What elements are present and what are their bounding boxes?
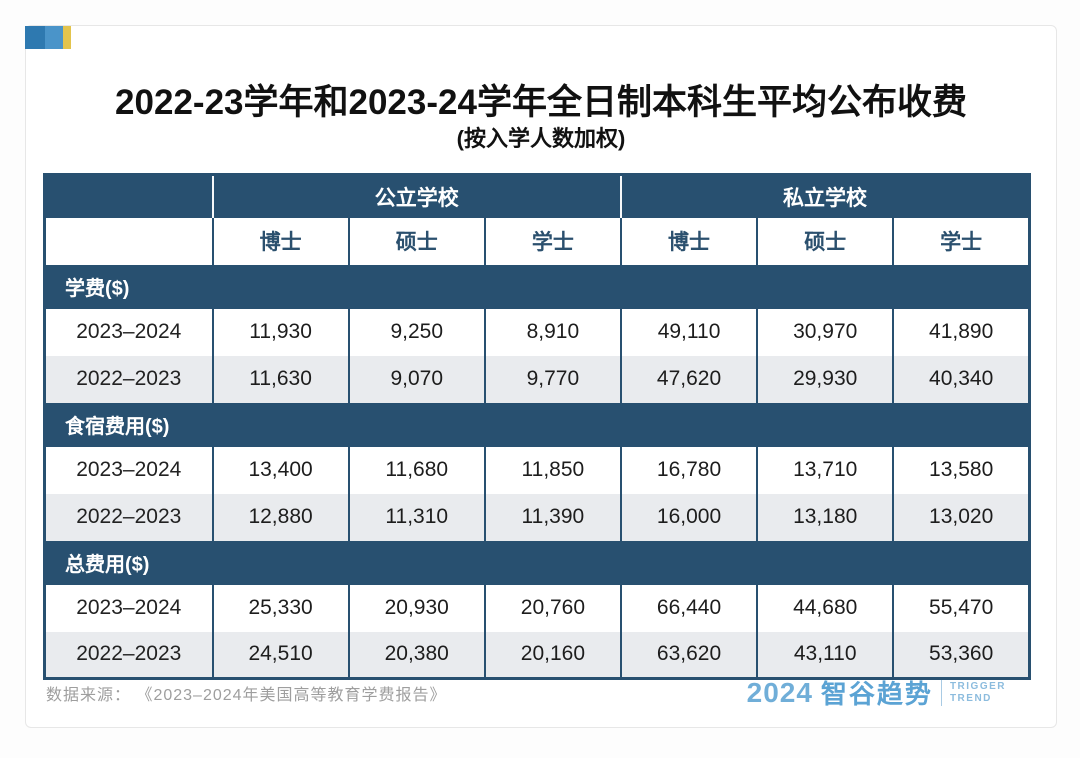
table-row: 2023–2024 13,400 11,680 11,850 16,780 13…: [44, 446, 1030, 494]
degree-header-private-doctor: 博士: [619, 217, 758, 265]
cell-value: 30,970: [756, 308, 894, 356]
cell-value: 49,110: [619, 308, 758, 356]
cell-value: 12,880: [211, 493, 349, 541]
corner-decoration: [25, 26, 71, 49]
brand-year: 2024: [746, 676, 813, 708]
cell-value: 13,400: [211, 446, 349, 494]
deco-square-light-blue: [45, 26, 63, 49]
row-year: 2022–2023: [44, 631, 213, 679]
cell-value: 9,070: [347, 355, 485, 403]
brand-tagline: TRIGGER TREND: [950, 681, 1006, 705]
cell-value: 11,930: [211, 308, 349, 356]
table-row: 2022–2023 24,510 20,380 20,160 63,620 43…: [44, 631, 1030, 679]
section-row-room-board: 食宿费用($): [44, 402, 1030, 447]
cell-value: 13,580: [892, 446, 1030, 494]
brand-divider: [940, 679, 942, 706]
degree-header-row: 博士 硕士 学士 博士 硕士 学士: [44, 217, 1030, 265]
brand-logo: 2024 智谷趋势 TRIGGER TREND: [747, 674, 1006, 711]
cell-value: 16,000: [619, 493, 758, 541]
cell-value: 20,380: [347, 631, 485, 679]
tuition-fee-table: 公立学校 私立学校 博士 硕士 学士 博士 硕士 学士 学费($) 2023–2…: [43, 173, 1031, 680]
cell-value: 13,180: [756, 493, 894, 541]
group-header-spacer: [44, 174, 213, 218]
degree-header-public-doctor: 博士: [211, 217, 349, 265]
row-year: 2023–2024: [44, 446, 213, 494]
brand-tagline-line1: TRIGGER: [949, 680, 1006, 692]
table-row: 2023–2024 11,930 9,250 8,910 49,110 30,9…: [44, 308, 1030, 356]
cell-value: 63,620: [619, 631, 758, 679]
degree-header-private-master: 硕士: [756, 217, 894, 265]
cell-value: 66,440: [619, 584, 758, 632]
cell-value: 40,340: [892, 355, 1030, 403]
group-header-row: 公立学校 私立学校: [44, 174, 1030, 218]
page-title: 2022-23学年和2023-24学年全日制本科生平均公布收费: [115, 83, 967, 122]
degree-header-private-bachelor: 学士: [892, 217, 1030, 265]
cell-value: 29,930: [756, 355, 894, 403]
cell-value: 16,780: [619, 446, 758, 494]
cell-value: 43,110: [756, 631, 894, 679]
brand-tagline-line2: TREND: [949, 692, 992, 704]
group-header-private: 私立学校: [619, 174, 1030, 218]
brand-name: 智谷趋势: [820, 679, 933, 709]
section-label-room-board: 食宿费用($): [44, 402, 1030, 447]
cell-value: 11,680: [347, 446, 485, 494]
section-label-tuition: 学费($): [44, 264, 1030, 309]
degree-header-spacer: [44, 217, 213, 265]
deco-bar-yellow: [63, 26, 71, 49]
row-year: 2022–2023: [44, 355, 213, 403]
cell-value: 9,250: [347, 308, 485, 356]
row-year: 2022–2023: [44, 493, 213, 541]
cell-value: 47,620: [619, 355, 758, 403]
table-row: 2023–2024 25,330 20,930 20,760 66,440 44…: [44, 584, 1030, 632]
cell-value: 53,360: [892, 631, 1030, 679]
row-year: 2023–2024: [44, 308, 213, 356]
group-header-public: 公立学校: [211, 174, 621, 218]
cell-value: 44,680: [756, 584, 894, 632]
table-row: 2022–2023 12,880 11,310 11,390 16,000 13…: [44, 493, 1030, 541]
cell-value: 11,310: [347, 493, 485, 541]
deco-square-dark-blue: [25, 26, 45, 49]
content-card: 2022-23学年和2023-24学年全日制本科生平均公布收费 (按入学人数加权…: [25, 25, 1057, 728]
cell-value: 55,470: [892, 584, 1030, 632]
cell-value: 41,890: [892, 308, 1030, 356]
table-row: 2022–2023 11,630 9,070 9,770 47,620 29,9…: [44, 355, 1030, 403]
data-source-note: 数据来源： 《2023–2024年美国高等教育学费报告》: [46, 687, 447, 704]
degree-header-public-bachelor: 学士: [483, 217, 621, 265]
cell-value: 8,910: [483, 308, 621, 356]
page-subtitle: (按入学人数加权): [456, 126, 626, 151]
section-row-tuition: 学费($): [44, 264, 1030, 309]
cell-value: 24,510: [211, 631, 349, 679]
cell-value: 11,850: [483, 446, 621, 494]
cell-value: 13,710: [756, 446, 894, 494]
degree-header-public-master: 硕士: [347, 217, 485, 265]
cell-value: 9,770: [483, 355, 621, 403]
cell-value: 11,390: [483, 493, 621, 541]
cell-value: 20,160: [483, 631, 621, 679]
cell-value: 11,630: [211, 355, 349, 403]
cell-value: 25,330: [211, 584, 349, 632]
cell-value: 13,020: [892, 493, 1030, 541]
cell-value: 20,930: [347, 584, 485, 632]
cell-value: 20,760: [483, 584, 621, 632]
section-row-total: 总费用($): [44, 540, 1030, 585]
row-year: 2023–2024: [44, 584, 213, 632]
section-label-total: 总费用($): [44, 540, 1030, 585]
